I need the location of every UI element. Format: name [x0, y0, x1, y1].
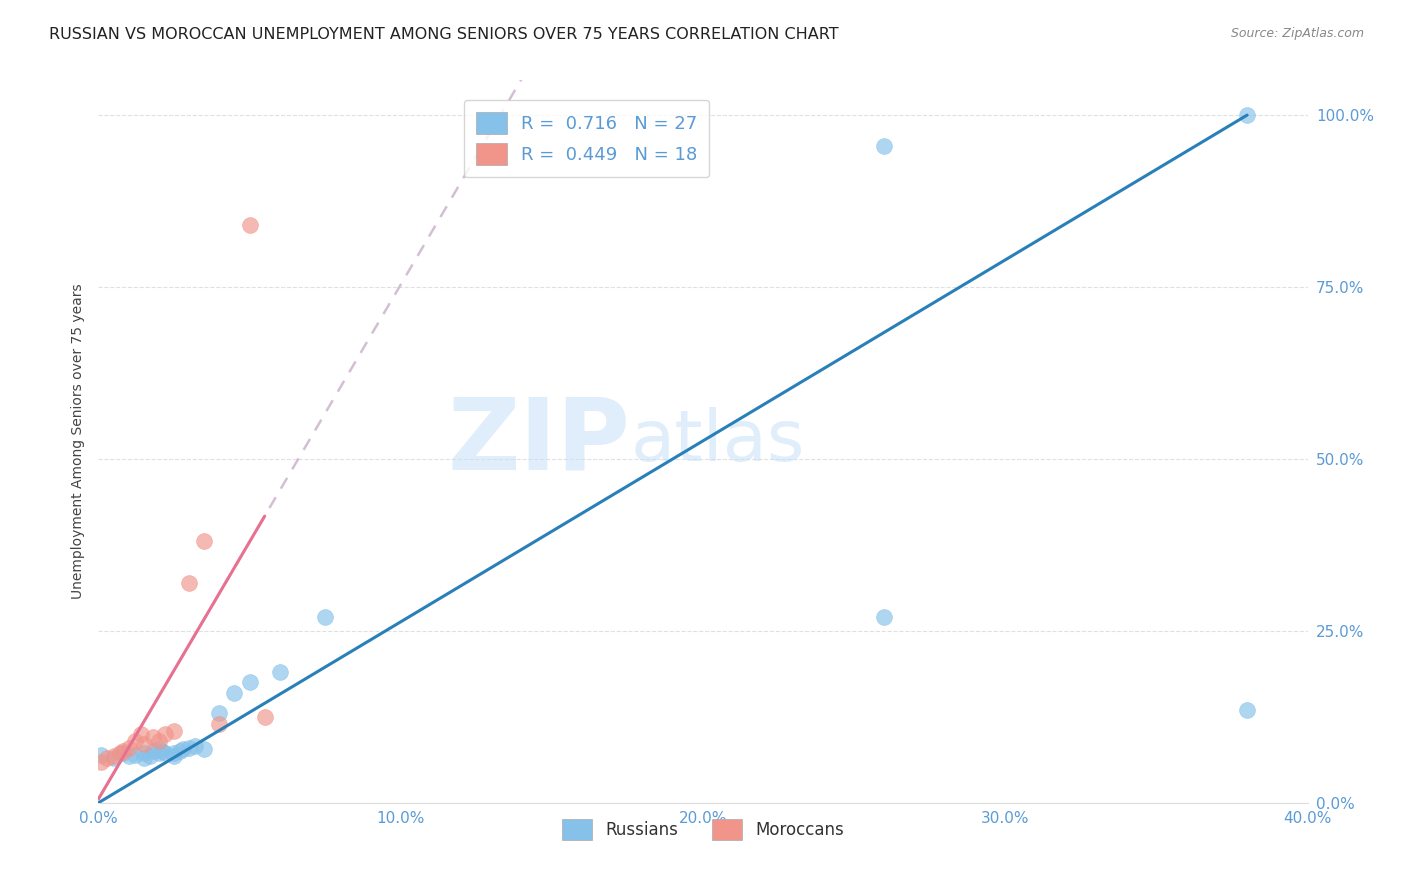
Point — [208, 716, 231, 731]
Point — [118, 749, 141, 764]
Point — [239, 218, 262, 232]
Point — [148, 734, 170, 748]
Point — [139, 749, 162, 764]
Point — [124, 734, 146, 748]
Text: RUSSIAN VS MOROCCAN UNEMPLOYMENT AMONG SENIORS OVER 75 YEARS CORRELATION CHART: RUSSIAN VS MOROCCAN UNEMPLOYMENT AMONG S… — [49, 27, 839, 42]
Point — [103, 751, 125, 765]
Point — [179, 740, 201, 755]
Point — [184, 739, 207, 753]
Point — [111, 746, 134, 760]
Point — [132, 751, 155, 765]
Point — [179, 575, 201, 590]
Point — [239, 675, 262, 690]
Point — [314, 610, 336, 624]
Point — [172, 742, 194, 756]
Point — [153, 746, 176, 760]
Point — [163, 746, 186, 760]
Point — [148, 742, 170, 756]
Point — [150, 744, 173, 758]
Point — [1236, 108, 1258, 122]
Text: atlas: atlas — [630, 407, 804, 476]
Point — [142, 731, 165, 745]
Point — [118, 740, 141, 755]
Point — [193, 534, 215, 549]
Point — [111, 744, 134, 758]
Point — [163, 749, 186, 764]
Point — [148, 746, 170, 760]
Point — [153, 727, 176, 741]
Point — [873, 610, 896, 624]
Point — [132, 737, 155, 751]
Text: Source: ZipAtlas.com: Source: ZipAtlas.com — [1230, 27, 1364, 40]
Point — [269, 665, 291, 679]
Point — [132, 746, 155, 760]
Point — [1236, 703, 1258, 717]
Point — [90, 755, 112, 769]
Text: ZIP: ZIP — [447, 393, 630, 490]
Point — [873, 138, 896, 153]
Point — [90, 747, 112, 762]
Point — [224, 686, 246, 700]
Point — [163, 723, 186, 738]
Point — [129, 727, 152, 741]
Y-axis label: Unemployment Among Seniors over 75 years: Unemployment Among Seniors over 75 years — [70, 284, 84, 599]
Point — [208, 706, 231, 721]
Point — [169, 744, 191, 758]
Point — [96, 751, 118, 765]
Point — [253, 710, 276, 724]
Point — [193, 742, 215, 756]
Legend: Russians, Moroccans: Russians, Moroccans — [554, 811, 852, 848]
Point — [103, 749, 125, 764]
Point — [142, 744, 165, 758]
Point — [108, 746, 131, 760]
Point — [124, 747, 146, 762]
